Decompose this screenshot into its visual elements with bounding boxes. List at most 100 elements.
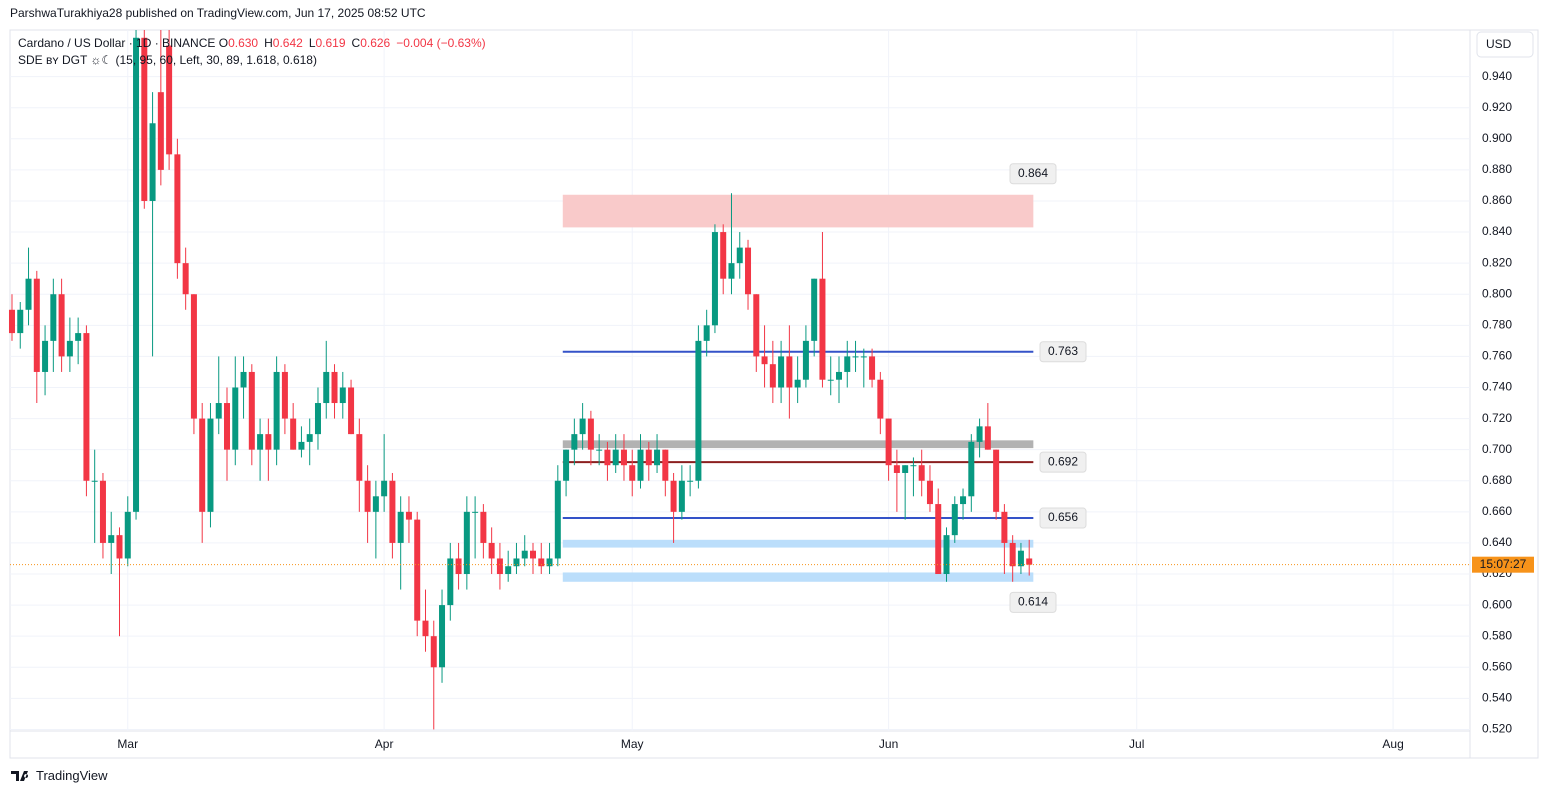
candle-body <box>521 550 528 559</box>
candle-body <box>960 496 967 505</box>
candle-body <box>331 371 338 404</box>
last-price-tag <box>1472 556 1534 573</box>
y-tick-label: 0.820 <box>1482 255 1512 269</box>
price-label-box <box>1039 507 1087 529</box>
candle-body <box>99 480 106 543</box>
candle-body <box>472 511 479 513</box>
candle-body <box>513 558 520 567</box>
price-label-box <box>1039 341 1087 363</box>
candle-body <box>339 387 346 404</box>
price-label: 0.864 <box>1018 166 1048 180</box>
candle-body <box>58 294 65 357</box>
indicator: SDE ʙʏ DGT ☼☾ (15, 95, 60, Left, 30, 89,… <box>18 53 317 67</box>
candle-body <box>199 418 206 512</box>
chart-frame <box>9 29 1539 759</box>
candle-body <box>786 356 793 388</box>
field-key: O <box>218 36 229 50</box>
candle-body <box>563 449 570 481</box>
candle-body <box>389 480 396 543</box>
candle-body <box>926 480 933 505</box>
currency-button[interactable] <box>1476 31 1534 58</box>
logo <box>11 770 29 781</box>
candle-body <box>918 465 925 481</box>
candle-body <box>108 535 115 543</box>
candle-body <box>182 263 189 295</box>
candle-body <box>66 340 73 357</box>
candle-body <box>620 449 627 466</box>
candle-body <box>745 247 752 295</box>
candle-body <box>720 232 727 279</box>
field-value: 0.619 <box>315 36 346 50</box>
candle-body <box>364 480 371 512</box>
price-label: 0.656 <box>1048 510 1078 524</box>
candle-body <box>736 247 743 264</box>
x-tick-label: Aug <box>1382 737 1403 751</box>
candle-body <box>645 449 652 466</box>
candle-body <box>902 465 909 473</box>
candle-body <box>629 465 636 481</box>
candle-body <box>703 325 710 341</box>
candle-body <box>83 333 90 481</box>
candle-body <box>893 465 900 473</box>
candle-body <box>711 232 718 326</box>
candle-body <box>133 37 140 512</box>
price-label: 0.614 <box>1018 595 1048 609</box>
candle-body <box>1017 550 1024 567</box>
candle-body <box>455 558 462 575</box>
candle-body <box>381 480 388 497</box>
candle-body <box>430 636 437 668</box>
price-label-box <box>1009 591 1057 613</box>
candle-body <box>794 379 801 388</box>
candle-body <box>439 605 446 668</box>
candle-body <box>232 387 239 450</box>
y-tick-label: 0.920 <box>1482 100 1512 114</box>
price-label-box <box>1009 163 1057 185</box>
zone <box>562 194 1034 228</box>
candle-body <box>769 364 776 388</box>
candle-body <box>273 371 280 450</box>
candle-body <box>687 480 694 482</box>
candle-body <box>860 356 867 358</box>
y-tick-label: 0.600 <box>1482 597 1512 611</box>
candle-body <box>215 403 222 419</box>
y-tick-label: 0.720 <box>1482 411 1512 425</box>
x-tick-label: Jun <box>879 737 898 751</box>
field-value: 0.626 <box>360 36 391 50</box>
change: −0.004 (−0.63%) <box>396 36 486 50</box>
y-tick-label: 0.880 <box>1482 162 1512 176</box>
candle-body <box>753 294 760 357</box>
y-tick-label: 0.680 <box>1482 473 1512 487</box>
candle-body <box>240 371 247 388</box>
candle-body <box>91 480 98 482</box>
candle-body <box>943 535 950 575</box>
y-tick-label: 0.840 <box>1482 224 1512 238</box>
candle-body <box>1026 558 1033 565</box>
y-tick-label: 0.940 <box>1482 69 1512 83</box>
candle-body <box>662 449 669 481</box>
candle-body <box>42 340 49 372</box>
candle-body <box>571 434 578 450</box>
candle-body <box>422 620 429 637</box>
candle-body <box>835 371 842 380</box>
y-tick-label: 0.700 <box>1482 442 1512 456</box>
candle-body <box>993 449 1000 512</box>
x-tick-label: Mar <box>117 737 138 751</box>
candle-body <box>984 426 991 450</box>
candle-body <box>257 434 264 450</box>
symbol: Cardano / US Dollar · 1D · BINANCE <box>18 36 216 50</box>
y-tick-label: 0.520 <box>1482 722 1512 736</box>
y-tick-label: 0.800 <box>1482 286 1512 300</box>
candle-body <box>877 379 884 419</box>
candle-body <box>637 449 644 481</box>
legend: Cardano / US Dollar · 1D · BINANCE O0.63… <box>18 35 486 69</box>
candle-body <box>852 356 859 358</box>
y-tick-label: 0.900 <box>1482 131 1512 145</box>
candle-body <box>885 418 892 466</box>
candle-body <box>728 263 735 279</box>
candle-body <box>17 309 24 334</box>
candle-body <box>546 558 553 567</box>
candle-body <box>397 511 404 543</box>
candle-body <box>166 45 173 155</box>
